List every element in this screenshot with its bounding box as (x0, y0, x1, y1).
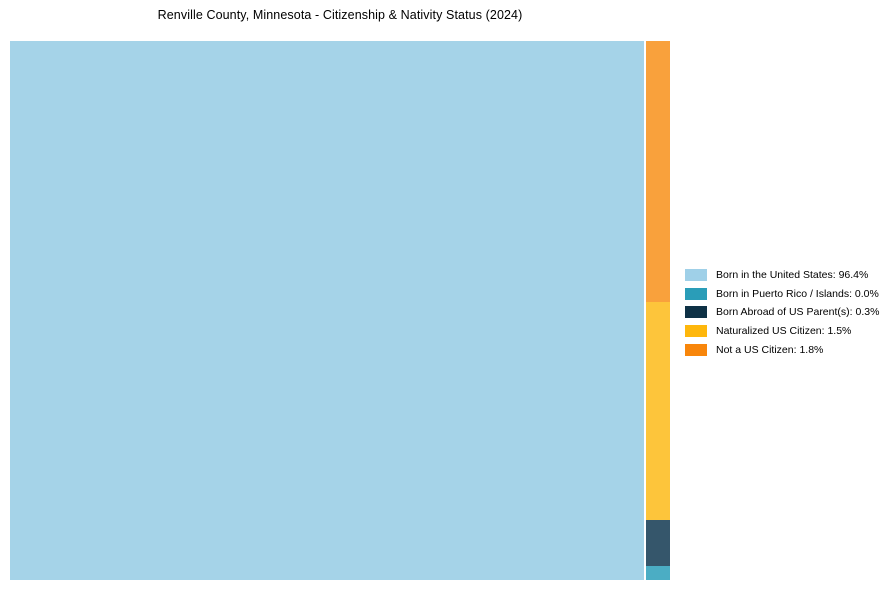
treemap-cell-born-in-puerto-rico-islands[interactable] (646, 566, 670, 580)
legend-item-born-abroad[interactable]: Born Abroad of US Parent(s): 0.3% (685, 306, 880, 319)
treemap-minor-column (646, 41, 670, 580)
legend-swatch-not-a-us-citizen (685, 343, 707, 356)
legend-swatch-naturalized (685, 325, 707, 338)
treemap-cell-not-a-us-citizen[interactable] (646, 41, 670, 302)
treemap-cell-born-in-us[interactable] (10, 41, 644, 580)
legend-label-born-abroad: Born Abroad of US Parent(s): 0.3% (716, 306, 880, 319)
legend-swatch-born-in-puerto-rico (685, 287, 707, 300)
legend-item-naturalized[interactable]: Naturalized US Citizen: 1.5% (685, 325, 879, 338)
legend-swatch-born-in-us (685, 269, 707, 281)
legend-label-born-in-us: Born in the United States: 96.4% (716, 269, 869, 281)
legend-item-not-a-us-citizen[interactable]: Not a US Citizen: 1.8% (685, 343, 879, 356)
treemap-cell-naturalized-us-citizen[interactable] (646, 302, 670, 520)
legend-label-naturalized: Naturalized US Citizen: 1.5% (716, 325, 852, 338)
legend-item-born-in-puerto-rico[interactable]: Born in Puerto Rico / Islands: 0.0% (685, 287, 879, 300)
chart-title: Renville County, Minnesota - Citizenship… (157, 8, 523, 22)
treemap-cell-born-abroad-of-us-parents[interactable] (646, 520, 670, 566)
legend: Born in the United States: 96.4% Born in… (685, 269, 879, 362)
legend-label-born-in-puerto-rico: Born in Puerto Rico / Islands: 0.0% (716, 287, 879, 300)
legend-swatch-born-abroad (685, 306, 707, 319)
legend-item-born-in-us[interactable]: Born in the United States: 96.4% (685, 269, 879, 281)
legend-label-not-a-us-citizen: Not a US Citizen: 1.8% (716, 343, 824, 356)
